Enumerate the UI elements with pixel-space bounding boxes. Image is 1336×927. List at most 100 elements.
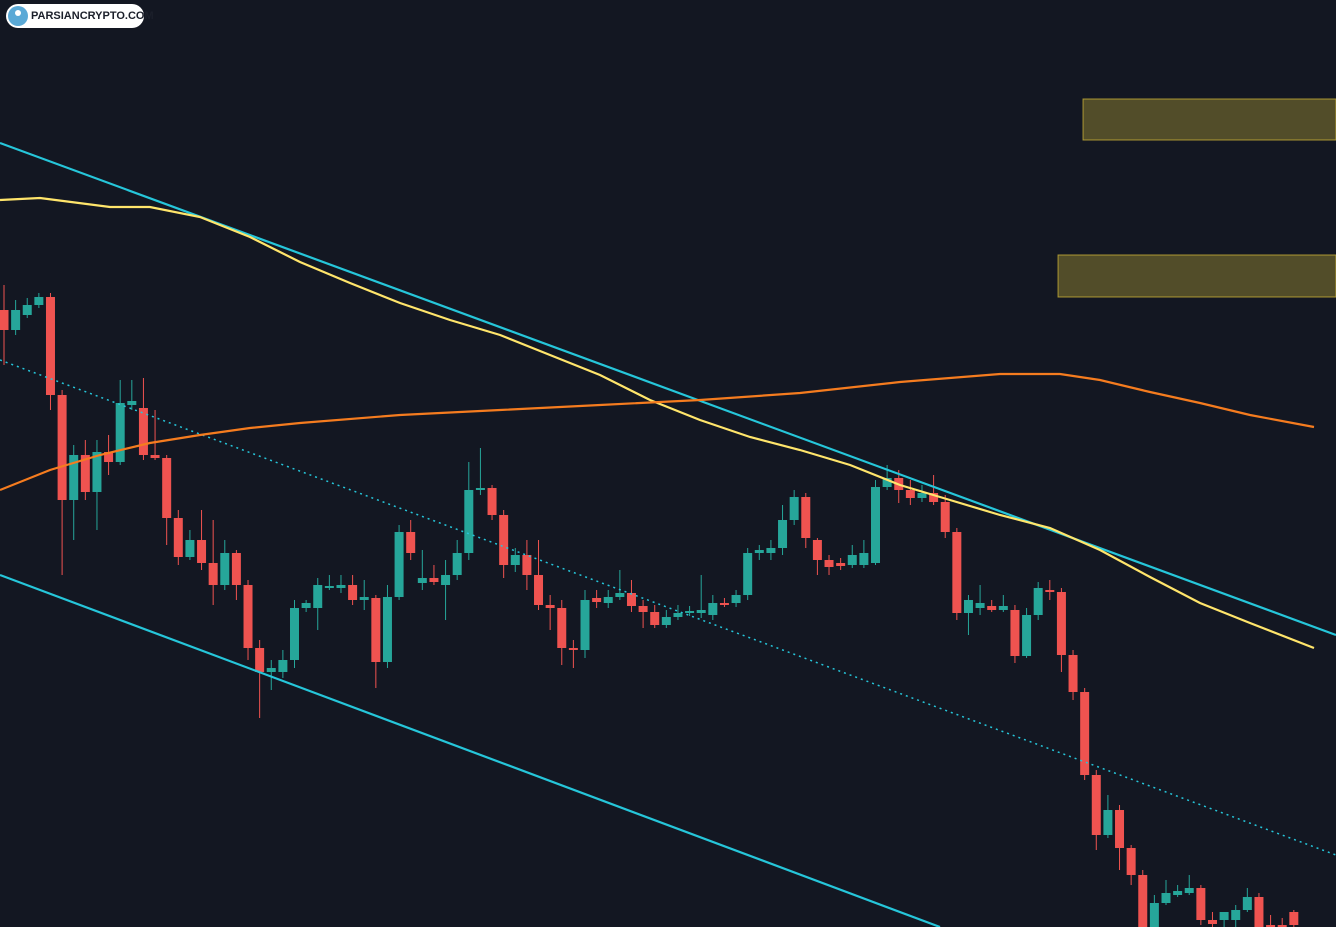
candle-body <box>57 395 67 500</box>
candle-body <box>220 553 230 585</box>
candle-body <box>975 603 985 608</box>
candle-body <box>1149 903 1159 927</box>
candle-body <box>475 488 485 490</box>
candle-body <box>208 563 218 585</box>
candle-body <box>801 497 811 538</box>
candle-body <box>499 515 509 565</box>
candle-body <box>510 555 520 565</box>
candle-body <box>929 493 939 502</box>
candle-body <box>382 597 392 662</box>
candle-body <box>69 455 79 500</box>
candle-body <box>348 585 358 600</box>
zones <box>1057 98 1336 298</box>
candle-body <box>406 532 416 553</box>
candle-body <box>1045 590 1055 592</box>
candle-body <box>22 305 32 315</box>
candle-body <box>1126 848 1136 875</box>
candle-body <box>1289 912 1299 925</box>
candle-body <box>441 575 451 585</box>
candle-body <box>1231 910 1241 920</box>
candle-body <box>162 458 172 518</box>
candle-body <box>882 478 892 487</box>
candle-body <box>92 452 102 492</box>
candle-body <box>963 600 973 613</box>
candles <box>0 285 1299 927</box>
candle-body <box>987 606 997 610</box>
candle-body <box>1196 888 1206 920</box>
overlay-line <box>0 196 1315 650</box>
watermark: PARSIANCRYPTO.COM <box>6 4 154 28</box>
candle-body <box>313 585 323 608</box>
candle-body <box>290 608 299 660</box>
candle-body <box>487 488 497 515</box>
candle-body <box>45 297 55 395</box>
zone <box>1082 98 1336 141</box>
candle-body <box>917 493 927 498</box>
candle-body <box>905 490 915 498</box>
candle-body <box>824 560 834 567</box>
candle-body <box>197 540 207 563</box>
candle-body <box>1242 897 1252 910</box>
candle-body <box>766 548 776 553</box>
candle-body <box>1254 897 1264 927</box>
candle-body <box>452 553 462 575</box>
candle-body <box>11 310 21 330</box>
candle-body <box>789 497 799 520</box>
candle-body <box>673 613 683 617</box>
candle-body <box>778 520 788 548</box>
candle-body <box>104 452 114 462</box>
candle-body <box>592 598 602 602</box>
candle-body <box>719 603 729 605</box>
candle-body <box>952 532 962 613</box>
candle-body <box>464 490 474 553</box>
candle-body <box>754 550 764 553</box>
watermark-text: PARSIANCRYPTO.COM <box>31 10 154 22</box>
candle-body <box>871 487 880 563</box>
candle-body <box>731 595 741 603</box>
candle-body <box>696 610 706 613</box>
watermark-icon-dot <box>15 10 21 16</box>
candle-body <box>743 553 753 595</box>
candle-body <box>1184 888 1194 893</box>
candle-body <box>173 518 183 557</box>
candle-body <box>685 611 695 613</box>
candle-body <box>301 603 311 608</box>
candle-body <box>1080 692 1090 775</box>
overlay-lines <box>0 141 1336 927</box>
candle-body <box>847 555 857 565</box>
watermark-pill <box>6 4 144 28</box>
candle-body <box>1207 920 1217 924</box>
candle-body <box>34 297 44 305</box>
candle-body <box>266 668 276 672</box>
candle-body <box>336 585 346 588</box>
overlay-line <box>0 573 941 927</box>
candle-body <box>1219 912 1229 920</box>
candle-body <box>580 600 590 650</box>
candle-body <box>150 455 160 458</box>
zone <box>1057 254 1336 298</box>
overlay-line <box>0 372 1315 492</box>
candle-body <box>836 563 846 566</box>
candle-body <box>661 617 671 625</box>
candle-body <box>1173 891 1183 895</box>
candle-body <box>1091 775 1101 835</box>
candle-body <box>1277 925 1287 927</box>
candle-body <box>185 540 195 557</box>
candle-body <box>371 598 381 662</box>
candle-body <box>417 578 427 583</box>
candle-body <box>278 660 288 672</box>
candle-body <box>626 593 636 606</box>
candle-body <box>127 401 137 405</box>
candle-body <box>394 532 404 597</box>
candle-body <box>615 593 625 597</box>
candle-body <box>1138 875 1148 927</box>
candle-body <box>0 310 9 330</box>
candle-body <box>138 408 148 455</box>
candle-body <box>534 575 544 605</box>
candle-body <box>115 403 125 462</box>
candle-body <box>859 553 869 565</box>
candle-body <box>1266 925 1276 927</box>
candle-body <box>429 578 439 582</box>
